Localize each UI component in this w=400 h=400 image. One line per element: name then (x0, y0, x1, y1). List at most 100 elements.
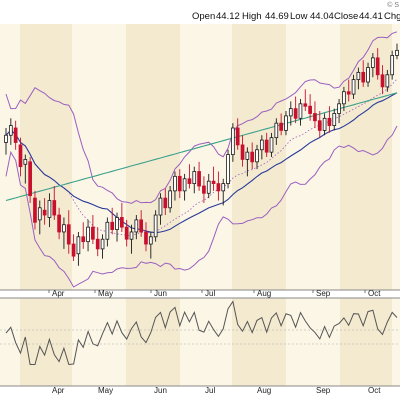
candlestick (288, 101, 293, 126)
candlestick (216, 171, 221, 201)
candlestick (76, 231, 81, 266)
candle-body (303, 103, 308, 107)
month-shade-band (126, 24, 180, 290)
candle-body (28, 161, 32, 197)
candle-body (13, 127, 18, 143)
candlestick (206, 173, 211, 199)
candle-body (337, 103, 341, 114)
candlestick (298, 98, 303, 126)
indicator-layer (5, 300, 398, 366)
candlestick (356, 67, 361, 90)
candle-body (163, 197, 168, 209)
candle-body (317, 120, 322, 131)
candle-body (255, 149, 259, 163)
candlestick (91, 215, 95, 245)
candle-body (308, 105, 312, 114)
change-label: Chg (384, 11, 400, 22)
bollinger-middle-line (5, 78, 398, 237)
candle-body (182, 178, 187, 192)
candlestick (371, 53, 375, 78)
candlestick (187, 164, 192, 189)
candle-body (139, 219, 144, 233)
candle-body (279, 122, 283, 131)
candlestick (168, 186, 172, 213)
candle-body (148, 236, 153, 245)
candle-body (269, 137, 274, 153)
candlestick (202, 176, 206, 203)
candlestick (385, 69, 390, 92)
candlestick (375, 48, 380, 80)
indicator-x-tick-label: Jun (154, 386, 167, 395)
candlestick (33, 190, 37, 230)
high-label: High (242, 11, 262, 22)
candle-body (187, 178, 192, 185)
candlestick (303, 89, 308, 112)
candlestick (308, 94, 312, 121)
candlestick (269, 132, 274, 157)
candlestick (211, 166, 216, 191)
candlestick (62, 217, 66, 249)
candle-body (231, 127, 235, 155)
candlestick (313, 101, 317, 128)
candle-body (356, 71, 361, 81)
candlestick (279, 113, 283, 136)
candle-body (298, 103, 303, 119)
candle-body (390, 55, 395, 76)
month-shade-band-indicator (126, 298, 180, 386)
candlestick (52, 186, 57, 220)
candle-body (395, 49, 399, 56)
candlestick (148, 231, 153, 259)
candle-body (197, 171, 201, 187)
indicator-x-tick-label: Jul (205, 386, 215, 395)
candlestick (139, 210, 144, 237)
bollinger-lower-line (5, 125, 398, 288)
candlestick (226, 149, 230, 189)
candlestick (197, 161, 201, 191)
candlestick (284, 111, 288, 136)
candlestick (4, 127, 8, 155)
candlestick (322, 113, 327, 136)
candlestick (245, 147, 250, 177)
candlestick (293, 96, 298, 124)
candlestick (144, 222, 148, 252)
candlestick (57, 207, 61, 240)
moving-average-long-line (5, 92, 398, 202)
candle-body (76, 236, 81, 255)
candlestick (173, 171, 177, 201)
candle-body (351, 79, 356, 95)
candle-body (144, 231, 148, 245)
month-shade-band-indicator (232, 298, 286, 386)
candlestick (332, 108, 337, 131)
candlestick (105, 217, 110, 247)
candle-body (375, 57, 380, 76)
close-value: 44.41 (359, 11, 383, 22)
candlestick (81, 222, 86, 249)
indicator-x-tick-label: Oct (368, 386, 381, 395)
candlestick (134, 215, 139, 240)
candlestick (337, 98, 341, 124)
candle-body (313, 113, 317, 122)
candle-body (153, 214, 158, 238)
candlestick (346, 79, 351, 102)
candle-body (259, 139, 264, 151)
month-shade-band (340, 24, 392, 290)
candlestick-layer (4, 43, 399, 266)
candle-body (23, 159, 28, 165)
candle-body (47, 200, 52, 218)
candle-body (346, 91, 351, 95)
x-tick-label: May (98, 289, 113, 298)
candle-body (221, 183, 226, 192)
candle-body (385, 74, 390, 88)
candlestick (71, 234, 76, 261)
candle-body (95, 238, 100, 250)
candlestick (110, 207, 115, 235)
candlestick (395, 43, 399, 60)
candle-body (4, 134, 8, 143)
candle-body (115, 217, 119, 230)
candle-body (158, 197, 163, 216)
candle-body (235, 127, 240, 146)
bollinger-upper-line (5, 31, 398, 204)
candlestick (380, 65, 385, 95)
